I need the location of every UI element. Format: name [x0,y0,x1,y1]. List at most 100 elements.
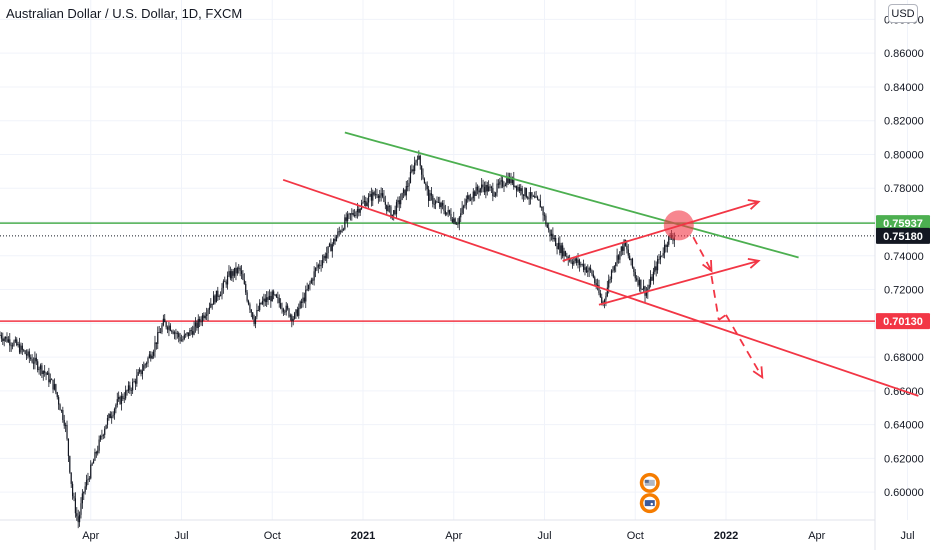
candle-body [204,315,206,319]
projection-dashed-line[interactable] [710,275,720,321]
x-tick-label: Jul [900,530,914,542]
candle-body [94,451,96,461]
candle-body [556,246,558,250]
currency-button[interactable]: USD [888,4,918,23]
candle-body [95,451,97,454]
candle-body [342,229,345,231]
candle-body [483,186,486,193]
price-label: 0.75180 [883,231,923,243]
candle-body [273,291,275,295]
candle-body [0,335,2,339]
candle-body [264,298,266,303]
candle-body [218,296,220,297]
candle-body [423,178,426,184]
candle-body [648,284,650,289]
candle-body [84,486,86,492]
candle-body [236,268,238,274]
candle-body [180,340,183,342]
candle-body [129,385,131,391]
candle-body [668,235,670,245]
candle-body [550,233,553,236]
candle-body [624,240,627,246]
projection-dashed-line[interactable] [692,236,713,272]
candle-body [48,372,50,383]
candle-body [270,295,272,302]
candle-body [610,270,613,279]
candle-body [608,279,610,288]
candle-body [305,289,307,302]
candle-body [292,318,294,321]
candle-body [217,290,219,297]
candle-body [137,372,139,376]
candle-body [450,213,452,220]
candle-body [499,181,501,185]
candle-body [260,302,262,304]
trendline-arrowhead [747,199,761,210]
trendline[interactable] [344,131,799,259]
candle-body [489,186,491,188]
candle-body [266,297,268,303]
candle-body [502,180,504,187]
candle-body [150,354,152,359]
candle-body [411,169,413,172]
candle-body [354,214,356,217]
y-tick-label: 0.80000 [884,149,924,161]
candle-body [182,338,184,341]
candle-body [44,370,46,373]
trendline[interactable] [598,259,759,306]
candle-body [549,229,551,236]
trendline[interactable] [562,200,759,262]
au-flag-star-icon [650,502,653,506]
candle-body [436,201,438,203]
candle-body [617,255,620,260]
projection-dashed-line[interactable] [718,314,727,321]
candle-body [422,174,424,179]
candle-body [115,404,117,410]
candle-body [525,188,527,198]
candle-body [381,193,384,197]
candle-body [81,493,83,504]
candle-body [299,301,301,308]
candle-body [185,333,187,335]
y-tick-label: 0.62000 [884,453,924,465]
candle-body [496,183,498,193]
candle-body [454,218,456,224]
candle-body [168,325,170,330]
candle-body [407,186,409,187]
candle-body [278,297,280,304]
candle-body [112,414,114,417]
candle-body [439,202,441,208]
candle-body [405,186,407,196]
candle-body [500,180,502,182]
candle-body [471,198,473,200]
candle-body [16,339,18,346]
candle-body [23,349,25,351]
candle-body [650,276,652,285]
candle-body [55,384,57,393]
candle-body [613,266,615,271]
candle-body [377,195,379,198]
candle-body [24,350,26,354]
candle-body [27,351,29,356]
candle-body [580,264,582,266]
candle-body [126,390,128,392]
highlight-circle[interactable] [663,210,694,241]
projection-dashed-line[interactable] [725,314,764,378]
candle-body [140,369,142,375]
candle-body [661,255,663,257]
candle-body [367,196,370,203]
trendline[interactable] [282,178,919,397]
candle-body [409,171,412,183]
candle-body [334,238,336,242]
candle-body [488,186,490,192]
candle-body [111,416,113,419]
y-tick-label: 0.86000 [884,48,924,60]
candle-body [9,339,11,346]
candle-body [341,229,343,233]
candle-body [132,381,134,391]
candle-body [351,213,353,215]
candle-body [503,185,505,187]
candle-body [588,267,590,271]
candle-body [90,464,92,479]
